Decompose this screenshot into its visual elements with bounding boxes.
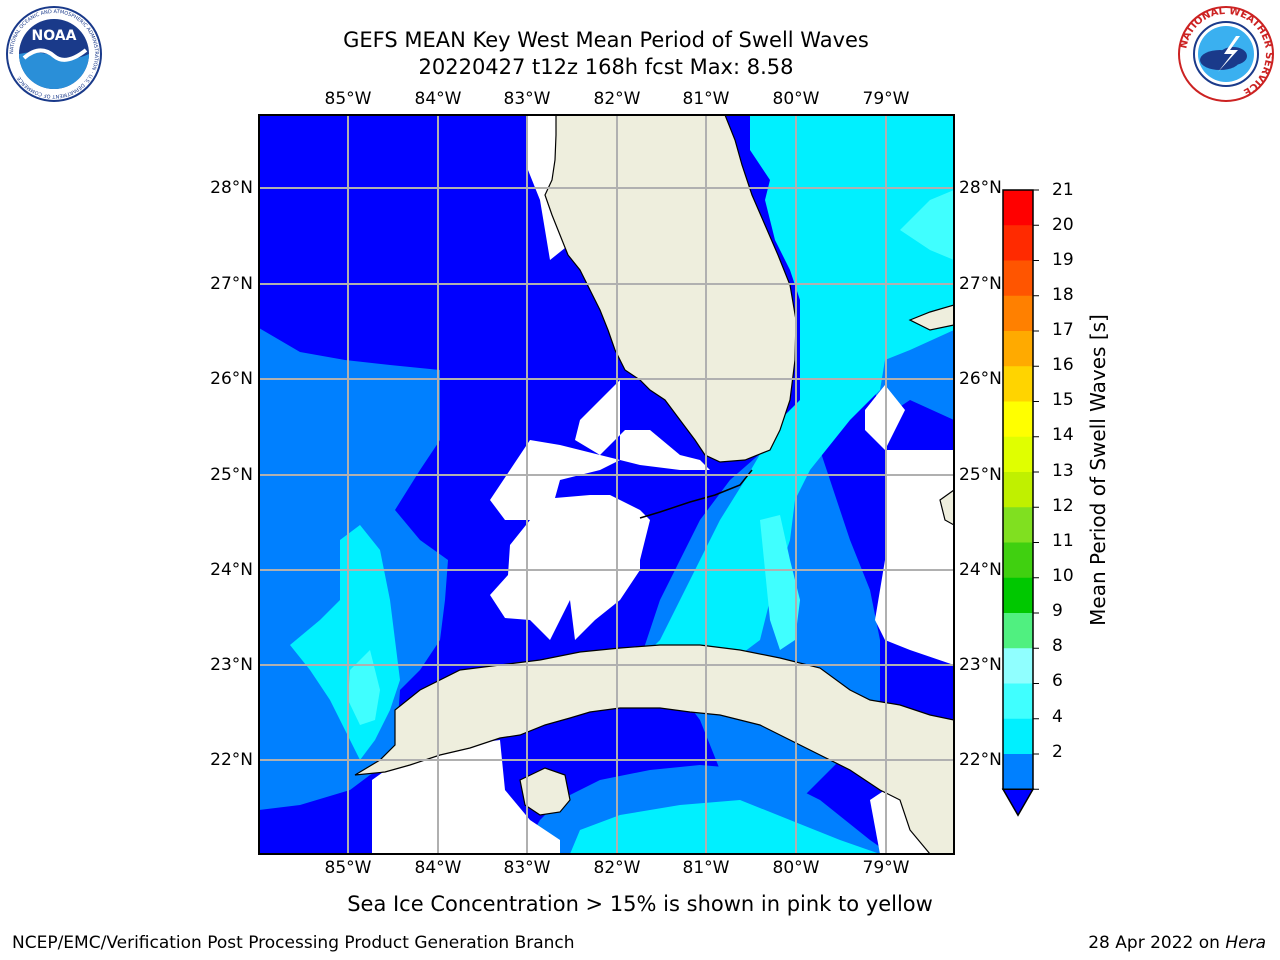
chart-title: GEFS MEAN Key West Mean Period of Swell …	[343, 28, 869, 52]
contour-6-8-atlantic	[900, 190, 954, 260]
lat-tick-left: 26°N	[210, 369, 253, 389]
colorbar-swatch	[1003, 190, 1033, 226]
colorbar-tick: 16	[1052, 355, 1074, 375]
colorbar-swatch	[1003, 683, 1033, 720]
colorbar-swatch	[1003, 331, 1033, 367]
colorbar-tick: 6	[1052, 671, 1063, 691]
colorbar-tick: 2	[1052, 742, 1063, 762]
colorbar-swatch	[1003, 577, 1033, 614]
lat-tick-right: 28°N	[959, 178, 1002, 198]
colorbar-swatch	[1003, 507, 1033, 543]
lat-tick-right: 26°N	[959, 369, 1002, 389]
colorbar-swatch	[1003, 613, 1033, 649]
contour-4-6-atlantic	[640, 115, 954, 680]
colorbar-tick: 4	[1052, 707, 1063, 727]
no-data-shelf-sw	[490, 340, 710, 640]
noaa-logo-text: NOAA	[32, 28, 77, 44]
lon-tick-bottom: 82°W	[593, 858, 641, 878]
lon-tick-top: 84°W	[414, 89, 462, 109]
lat-tick-right: 24°N	[959, 560, 1002, 580]
lon-tick-top: 83°W	[503, 89, 551, 109]
colorbar-swatch	[1003, 401, 1033, 438]
chart-subtitle: 20220427 t12z 168h fcst Max: 8.58	[418, 55, 794, 79]
colorbar-swatch	[1003, 366, 1033, 402]
lat-tick-left: 28°N	[210, 178, 253, 198]
no-data-cuba-south	[372, 740, 560, 854]
lat-tick-left: 23°N	[210, 655, 253, 675]
colorbar-swatch	[1003, 542, 1033, 579]
footer-date: 28 Apr 2022 on Hera	[1088, 932, 1266, 954]
lat-tick-right: 22°N	[959, 750, 1002, 770]
colorbar-swatch	[1003, 472, 1033, 508]
noaa-logo-icon: NOAA NATIONAL OCEANIC AND ATMOSPHERIC AD…	[6, 6, 102, 102]
colorbar-swatch	[1003, 260, 1033, 297]
colorbar-tick: 9	[1052, 601, 1063, 621]
colorbar-tick: 15	[1052, 390, 1074, 410]
colorbar-tick: 8	[1052, 636, 1063, 656]
colorbar-frame	[1002, 189, 1034, 790]
lon-tick-bottom: 83°W	[503, 858, 551, 878]
lat-tick-right: 25°N	[959, 465, 1002, 485]
lon-tick-bottom: 79°W	[862, 858, 910, 878]
colorbar-tick: 14	[1052, 425, 1074, 445]
colorbar-swatch	[1003, 225, 1033, 261]
contour-4-6-south	[570, 800, 880, 854]
footer-host: Hera	[1225, 933, 1266, 953]
land-grand-bahama	[908, 304, 954, 331]
colorbar-tick: 21	[1052, 180, 1074, 200]
lon-tick-top: 80°W	[772, 89, 820, 109]
colorbar-tick: 20	[1052, 215, 1074, 235]
lon-tick-bottom: 85°W	[324, 858, 372, 878]
footer-credit: NCEP/EMC/Verification Post Processing Pr…	[12, 933, 575, 953]
colorbar-tick: 18	[1052, 285, 1074, 305]
lat-tick-right: 27°N	[959, 274, 1002, 294]
colorbar-tick: 12	[1052, 496, 1074, 516]
colorbar	[1001, 189, 1039, 817]
land-cuba	[354, 644, 954, 854]
colorbar-tick: 13	[1052, 461, 1074, 481]
lon-tick-bottom: 84°W	[414, 858, 462, 878]
contour-6-8-west	[348, 650, 380, 725]
lat-tick-left: 27°N	[210, 274, 253, 294]
lon-tick-top: 79°W	[862, 89, 910, 109]
lon-tick-top: 85°W	[324, 89, 372, 109]
colorbar-swatch	[1003, 754, 1033, 790]
land-florida	[544, 115, 797, 463]
colorbar-tick: 10	[1052, 566, 1074, 586]
lon-tick-top: 81°W	[682, 89, 730, 109]
map-frame	[258, 114, 955, 855]
colorbar-swatch	[1003, 436, 1033, 473]
contour-6-8-east	[760, 515, 800, 650]
colorbar-tick: 19	[1052, 250, 1074, 270]
colorbar-swatch	[1003, 718, 1033, 755]
nws-logo-icon: NATIONAL WEATHER SERVICE	[1178, 6, 1274, 102]
lat-tick-left: 22°N	[210, 750, 253, 770]
colorbar-under-arrow	[1001, 788, 1035, 817]
lat-tick-right: 23°N	[959, 655, 1002, 675]
footer-date-text: 28 Apr 2022 on	[1088, 933, 1220, 953]
lat-tick-left: 24°N	[210, 560, 253, 580]
colorbar-tick: 11	[1052, 531, 1074, 551]
lon-tick-bottom: 80°W	[772, 858, 820, 878]
florida-keys	[639, 469, 753, 519]
land-andros	[939, 489, 954, 526]
sea-ice-note: Sea Ice Concentration > 15% is shown in …	[347, 892, 933, 916]
map-gridlines	[259, 115, 954, 854]
colorbar-tick: 17	[1052, 320, 1074, 340]
lon-tick-top: 82°W	[593, 89, 641, 109]
lat-tick-left: 25°N	[210, 465, 253, 485]
no-data-bahamas-south	[875, 450, 954, 665]
map-fill-layer	[259, 115, 954, 854]
colorbar-swatch	[1003, 295, 1033, 332]
colorbar-swatch	[1003, 648, 1033, 684]
lon-tick-bottom: 81°W	[682, 858, 730, 878]
